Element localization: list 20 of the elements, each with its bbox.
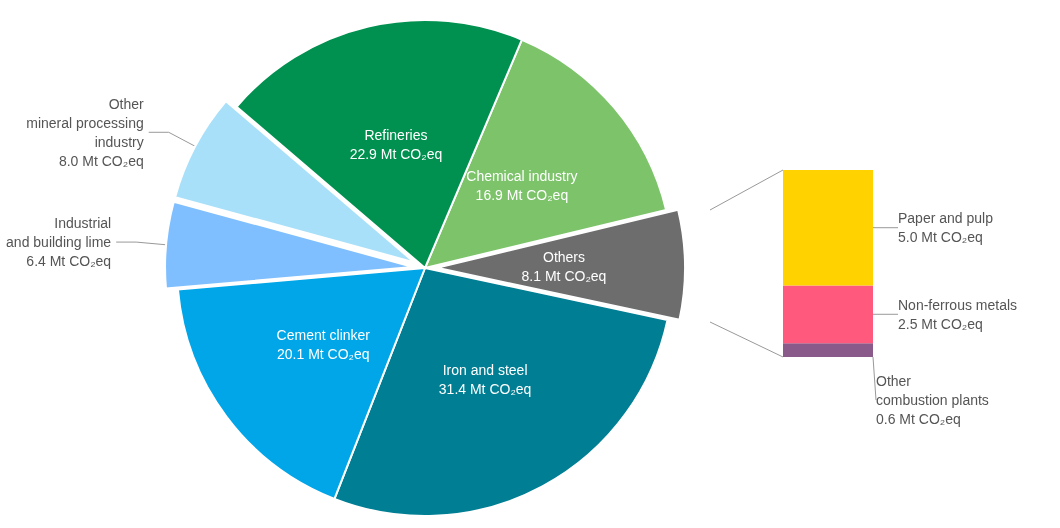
series-label: Paper and pulp — [898, 210, 994, 227]
series-label: Other combustion plants — [876, 373, 989, 409]
data-label: 0.6 Mt CO₂eq — [876, 411, 961, 428]
slice-label: Others — [542, 248, 585, 265]
slice-label: Chemical industry — [466, 168, 578, 185]
slice-label: Other mineral processing industry — [26, 95, 145, 150]
data-label: 8.1 Mt CO₂eq — [521, 267, 607, 284]
slice-label: Refineries — [364, 126, 428, 143]
data-label: 2.5 Mt CO₂eq — [898, 315, 983, 332]
slice-label: Iron and steel — [442, 362, 528, 379]
slice-label: Industrial and building lime — [6, 215, 112, 251]
data-label: 16.9 Mt CO₂eq — [475, 187, 569, 204]
slice-label: Cement clinker — [276, 326, 371, 343]
data-label: 6.4 Mt CO₂eq — [26, 253, 112, 270]
data-label: 22.9 Mt CO₂eq — [349, 145, 443, 162]
data-label: 31.4 Mt CO₂eq — [438, 381, 532, 398]
data-label: 5.0 Mt CO₂eq — [898, 229, 983, 246]
data-label: 8.0 Mt CO₂eq — [58, 152, 144, 169]
series-label: Non-ferrous metals — [898, 296, 1018, 313]
data-label: 20.1 Mt CO₂eq — [277, 345, 370, 362]
